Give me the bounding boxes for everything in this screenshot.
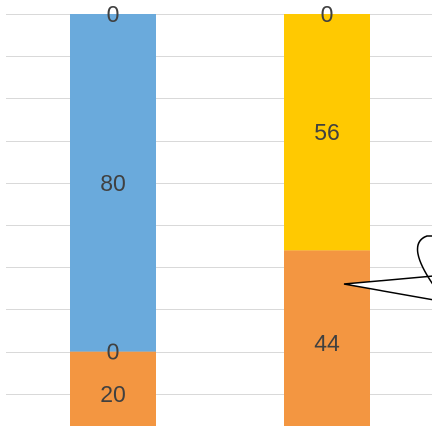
- data-label: 44: [314, 330, 340, 356]
- bar-segment: [70, 14, 156, 352]
- data-label: 80: [100, 170, 126, 196]
- data-label: 0: [321, 1, 334, 27]
- data-label: 0: [107, 339, 120, 365]
- callout-shape: [343, 235, 432, 301]
- speech-bubble-callout: [343, 235, 432, 301]
- data-labels: 20 0 80 0 44 56 0: [100, 1, 340, 407]
- data-label: 0: [107, 1, 120, 27]
- bar-segment: [284, 14, 370, 251]
- data-label: 56: [314, 119, 340, 145]
- bar-segment: [70, 351, 156, 426]
- data-label: 20: [100, 381, 126, 407]
- bars: [70, 14, 370, 426]
- bar-segment: [284, 250, 370, 426]
